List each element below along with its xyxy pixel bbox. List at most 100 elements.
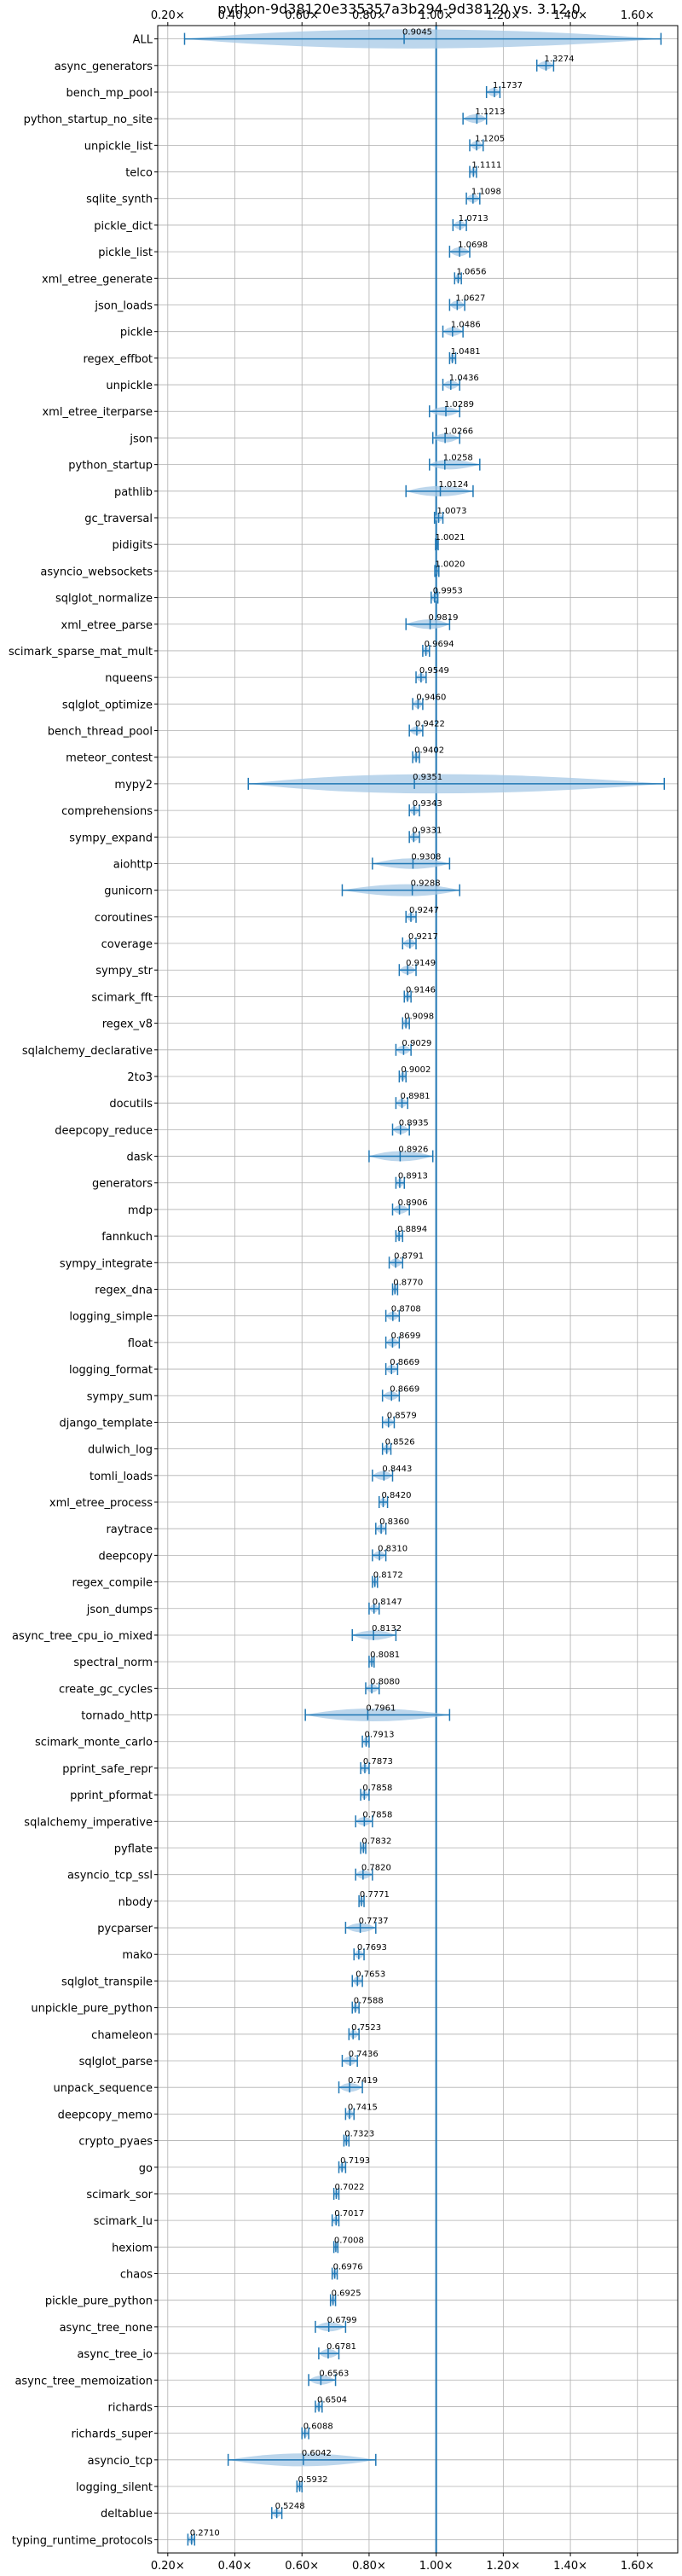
category-label: deepcopy_reduce — [55, 1124, 153, 1137]
category-label: 2to3 — [127, 1071, 153, 1084]
value-label: 1.0481 — [451, 347, 481, 357]
value-label: 0.5248 — [275, 2502, 305, 2511]
category-label: regex_effbot — [83, 353, 153, 366]
category-label: meteor_contest — [66, 752, 153, 765]
value-label: 0.8669 — [390, 1384, 419, 1394]
category-label: asyncio_tcp_ssl — [67, 1870, 153, 1883]
value-label: 1.1737 — [493, 81, 523, 90]
category-label: logging_format — [69, 1364, 153, 1377]
value-label: 0.8699 — [390, 1332, 420, 1341]
value-label: 0.9422 — [415, 720, 445, 729]
value-label: 1.0436 — [449, 374, 479, 383]
value-label: 0.7653 — [355, 1970, 385, 1979]
category-label: scimark_lu — [94, 2215, 153, 2228]
value-label: 1.0020 — [435, 560, 465, 569]
value-label: 0.9149 — [406, 959, 436, 968]
value-label: 0.9247 — [409, 906, 439, 915]
value-label: 1.0627 — [455, 293, 485, 303]
category-label: xml_etree_iterparse — [42, 406, 153, 419]
value-label: 0.8981 — [401, 1092, 431, 1101]
value-label: 0.8791 — [394, 1251, 424, 1261]
category-label: gunicorn — [104, 885, 153, 898]
value-label: 0.6088 — [303, 2422, 333, 2432]
value-label: 0.9288 — [411, 879, 441, 889]
value-label: 1.0124 — [439, 480, 469, 490]
category-label: logging_silent — [76, 2481, 153, 2494]
category-label: richards_super — [71, 2428, 153, 2441]
category-label: async_tree_cpu_io_mixed — [12, 1630, 153, 1643]
x-tick-label-top: 1.20× — [486, 9, 520, 22]
category-label: float — [128, 1337, 153, 1350]
value-label: 0.9819 — [429, 613, 459, 623]
value-label: 1.0258 — [443, 454, 473, 463]
x-tick-label-bottom: 0.60× — [285, 2560, 319, 2573]
category-label: pprint_safe_repr — [62, 1763, 153, 1776]
value-label: 0.7193 — [340, 2156, 370, 2166]
category-label: sqlglot_normalize — [55, 593, 153, 606]
value-label: 0.9549 — [419, 666, 449, 676]
value-label: 0.9331 — [412, 826, 442, 835]
category-label: deltablue — [101, 2508, 153, 2521]
category-label: xml_etree_process — [49, 1497, 153, 1510]
category-label: coverage — [101, 938, 153, 951]
value-label: 0.6781 — [327, 2342, 356, 2352]
category-label: scimark_monte_carlo — [35, 1737, 153, 1749]
category-label: tomli_loads — [90, 1471, 153, 1483]
category-label: nbody — [118, 1896, 153, 1909]
category-label: coroutines — [95, 912, 153, 925]
value-label: 0.6799 — [327, 2316, 357, 2325]
value-label: 0.8443 — [382, 1465, 412, 1474]
value-label: 0.5932 — [298, 2475, 328, 2485]
category-label: asyncio_websockets — [40, 566, 153, 578]
value-label: 0.7820 — [361, 1864, 391, 1873]
plot-frame — [157, 25, 679, 2554]
category-label: python_startup_no_site — [24, 113, 153, 126]
plot-area: 0.9045 1.3274 1.1737 1.1213 1.1205 1.1111 1.10… — [183, 26, 666, 2553]
value-label: 0.8926 — [398, 1146, 428, 1155]
category-label: bench_mp_pool — [66, 87, 153, 100]
category-label: richards — [108, 2401, 153, 2414]
category-labels: ALL async_generators bench_mp_pool python_s… — [9, 34, 153, 2548]
category-label: asyncio_tcp — [88, 2455, 153, 2468]
value-label: 0.8906 — [398, 1198, 428, 1208]
x-tick-label-top: 0.20× — [151, 9, 185, 22]
category-label: comprehensions — [61, 805, 153, 818]
x-tick-label-top: 1.40× — [553, 9, 587, 22]
value-label: 0.8770 — [393, 1279, 423, 1288]
value-label: 0.7832 — [361, 1836, 391, 1846]
value-label: 0.9402 — [414, 746, 444, 756]
category-label: regex_v8 — [102, 1018, 153, 1031]
value-label: 0.7858 — [362, 1810, 392, 1819]
category-label: json_loads — [94, 299, 153, 312]
axis-ticks: 0.20× 0.20× 0.40× 0.40× 0.60× 0.60× 0.80× 0.80×… — [151, 9, 655, 2573]
category-label: sqlglot_parse — [79, 2056, 153, 2068]
category-label: sympy_sum — [87, 1390, 153, 1403]
category-label: sympy_str — [95, 965, 153, 978]
value-label: 1.0289 — [444, 400, 474, 409]
category-label: ALL — [133, 34, 153, 47]
value-label: 0.8310 — [378, 1544, 407, 1553]
x-tick-label-bottom: 0.20× — [151, 2560, 185, 2573]
category-label: xml_etree_parse — [61, 619, 153, 632]
value-label: 1.0073 — [437, 507, 467, 516]
category-label: docutils — [109, 1098, 153, 1111]
category-label: pidigits — [113, 539, 153, 552]
value-label: 0.8935 — [399, 1118, 429, 1128]
value-label: 0.9953 — [433, 587, 463, 596]
category-label: telco — [125, 167, 153, 180]
value-label: 0.8526 — [385, 1438, 415, 1448]
value-label: 0.9146 — [406, 985, 436, 995]
value-label: 0.7588 — [354, 1997, 384, 2006]
category-label: chaos — [120, 2269, 153, 2282]
value-label: 0.7873 — [363, 1757, 393, 1767]
x-tick-label-bottom: 1.40× — [553, 2560, 587, 2573]
value-label: 1.1098 — [471, 188, 501, 197]
category-label: deepcopy — [98, 1550, 153, 1563]
x-tick-label-bottom: 1.20× — [486, 2560, 520, 2573]
category-label: go — [139, 2162, 153, 2175]
category-label: async_tree_memoization — [14, 2375, 153, 2387]
category-label: regex_dna — [95, 1285, 153, 1297]
category-label: pickle — [120, 327, 153, 339]
value-label: 0.8147 — [373, 1598, 402, 1607]
